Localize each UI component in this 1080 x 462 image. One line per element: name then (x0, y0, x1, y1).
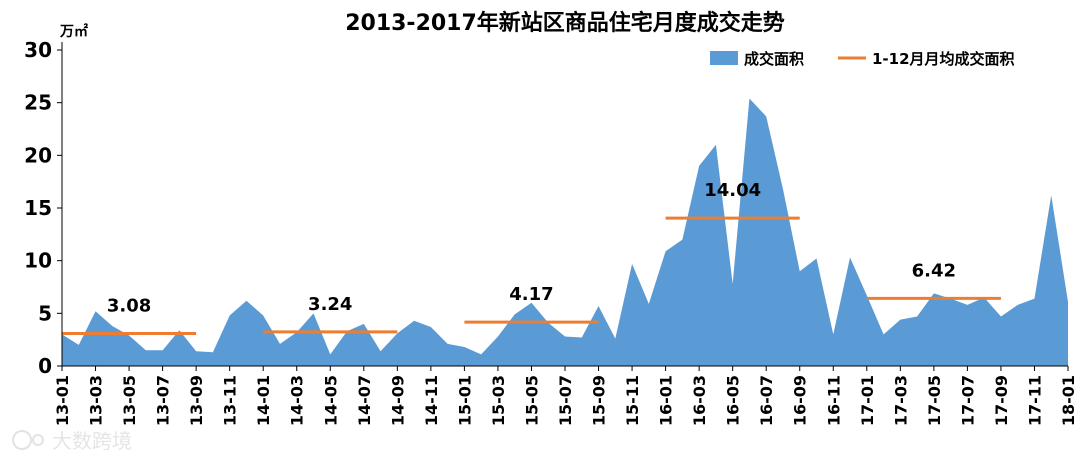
x-tick-label-13-11: 13-11 (221, 375, 240, 426)
x-tick-label-15-05: 15-05 (522, 375, 541, 426)
x-tick-label-13-05: 13-05 (120, 375, 139, 426)
y-tick-label-0: 0 (38, 354, 52, 378)
y-tick-label-25: 25 (24, 91, 52, 115)
watermark-text: 大数跨境 (52, 429, 132, 453)
x-tick-label-17-11: 17-11 (1025, 375, 1044, 426)
x-tick-label-16-09: 16-09 (791, 375, 810, 426)
area-layer (62, 98, 1068, 366)
x-tick-label-17-01: 17-01 (858, 375, 877, 426)
legend-swatch-area (710, 51, 738, 65)
watermark-logo-icon (12, 430, 32, 450)
x-tick-label-14-01: 14-01 (254, 375, 273, 426)
x-tick-label-17-07: 17-07 (958, 375, 977, 426)
legend-label-area: 成交面积 (744, 50, 804, 68)
chart-title: 2013-2017年新站区商品住宅月度成交走势 (345, 10, 785, 36)
x-tick-label-17-09: 17-09 (992, 375, 1011, 426)
x-tick-label-15-09: 15-09 (590, 375, 609, 426)
x-tick-label-16-01: 16-01 (657, 375, 676, 426)
average-value-label-4: 14.04 (704, 180, 761, 201)
x-tick-label-15-07: 15-07 (556, 375, 575, 426)
x-tick-label-17-05: 17-05 (925, 375, 944, 426)
x-tick-label-16-03: 16-03 (690, 375, 709, 426)
average-lines-layer: 3.08 3.24 4.17 14.04 6.42 (62, 180, 1001, 336)
x-tick-label-13-01: 13-01 (53, 375, 72, 426)
y-axis-unit-label: 万㎡ (59, 23, 88, 40)
y-tick-label-30: 30 (24, 38, 52, 62)
x-tick-label-16-05: 16-05 (724, 375, 743, 426)
x-tick-label-14-11: 14-11 (422, 375, 441, 426)
x-tick-label-15-03: 15-03 (489, 375, 508, 426)
x-tick-label-13-07: 13-07 (154, 375, 173, 426)
x-tick-label-15-01: 15-01 (455, 375, 474, 426)
watermark: 大数跨境 (12, 429, 132, 453)
y-tick-label-15: 15 (24, 196, 52, 220)
x-tick-label-18-01: 18-01 (1059, 375, 1078, 426)
series-area-成交面积 (62, 98, 1068, 366)
y-tick-label-5: 5 (38, 301, 52, 325)
x-tick-label-14-07: 14-07 (355, 375, 374, 426)
watermark-logo-dot-icon (32, 434, 44, 446)
x-tick-label-16-07: 16-07 (757, 375, 776, 426)
x-tick-label-15-11: 15-11 (623, 375, 642, 426)
legend-label-avg-line: 1-12月月均成交面积 (872, 50, 1015, 68)
y-tick-label-20: 20 (24, 143, 52, 167)
x-tick-label-13-09: 13-09 (187, 375, 206, 426)
legend: 成交面积 1-12月月均成交面积 (710, 50, 1015, 68)
axes-layer: 0 5 10 15 20 25 30 13-01 13-03 13-05 13-07 13-09 13-… (24, 38, 1078, 426)
average-value-label-2: 3.24 (308, 294, 352, 315)
average-value-label-5: 6.42 (912, 260, 956, 281)
y-tick-label-10: 10 (24, 249, 52, 273)
x-tick-label-17-03: 17-03 (891, 375, 910, 426)
x-tick-label-14-09: 14-09 (388, 375, 407, 426)
x-tick-label-13-03: 13-03 (87, 375, 106, 426)
average-value-label-3: 4.17 (509, 284, 553, 305)
x-tick-label-14-03: 14-03 (288, 375, 307, 426)
x-tick-label-16-11: 16-11 (824, 375, 843, 426)
average-value-label-1: 3.08 (107, 296, 151, 317)
x-tick-label-14-05: 14-05 (321, 375, 340, 426)
